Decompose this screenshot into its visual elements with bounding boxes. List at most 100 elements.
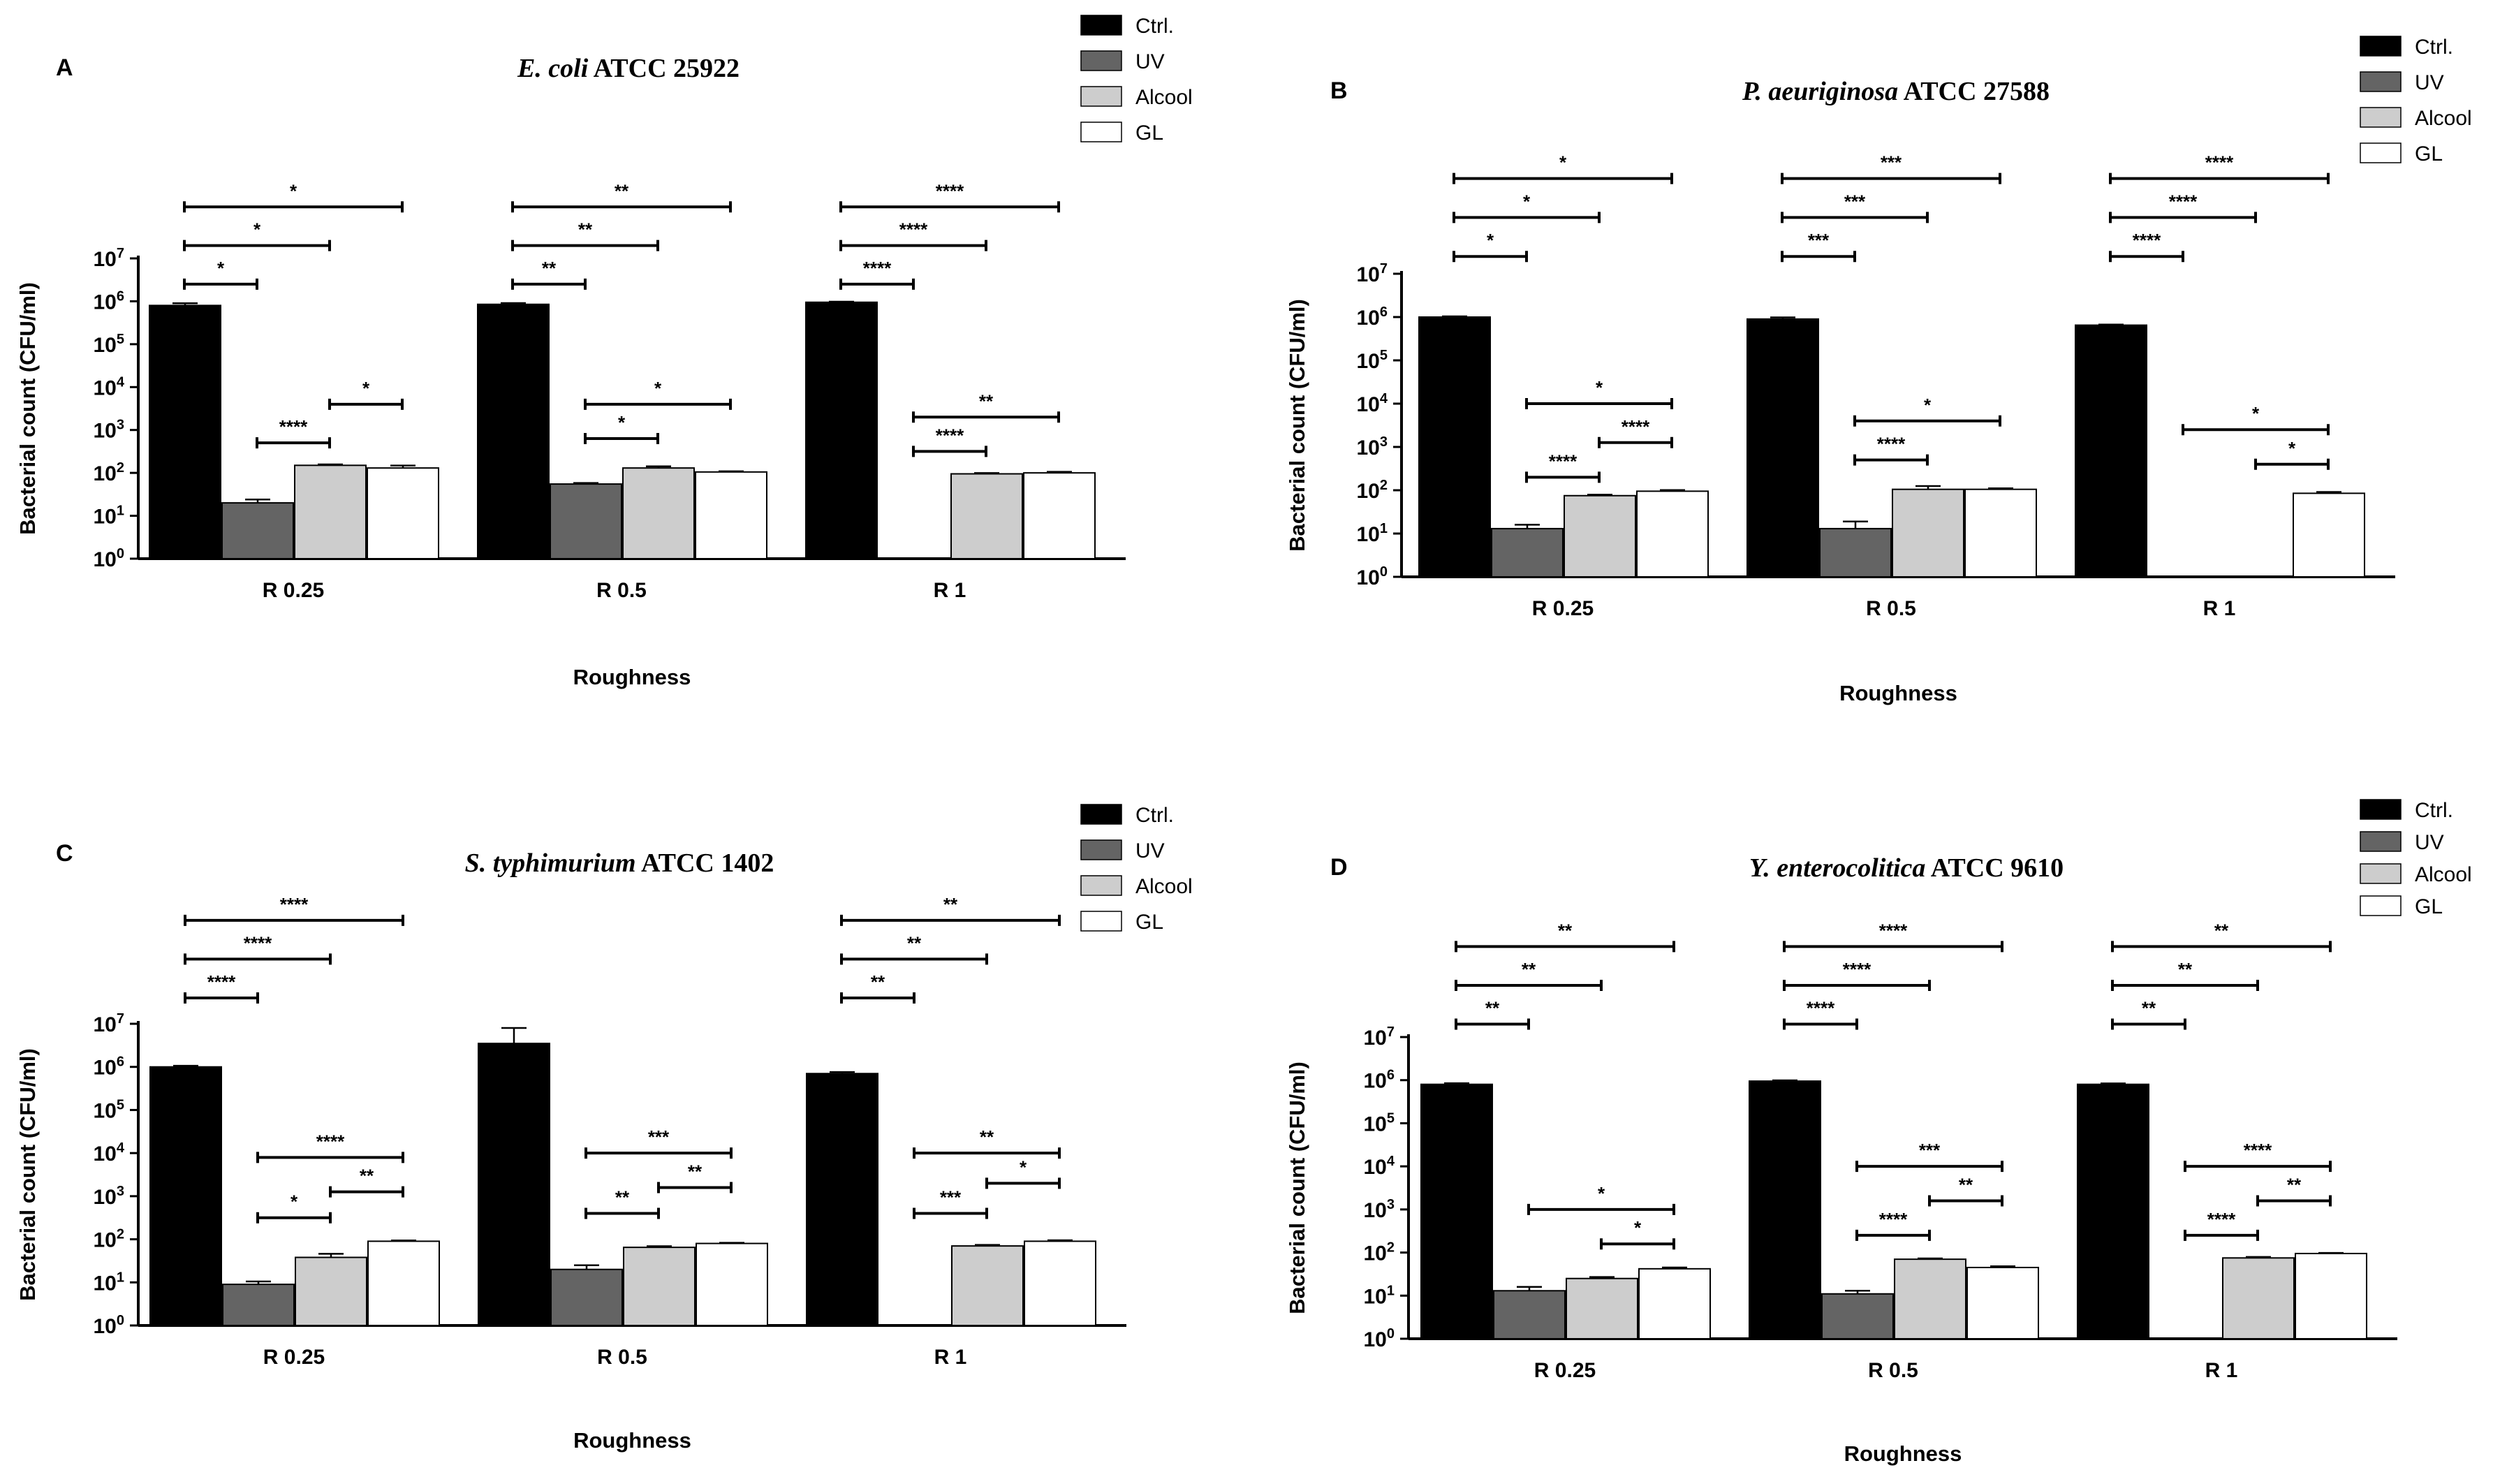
panel-a-significance-bracket-0 — [183, 278, 258, 290]
panel-d-y-tick-label-6: 106 — [1364, 1068, 1395, 1093]
panel-c-significance-label-0: **** — [207, 971, 236, 992]
panel-c-y-tick-label-5: 105 — [94, 1097, 125, 1122]
panel-b-significance-label-0: * — [1487, 230, 1494, 251]
panel-b-bar-r-0-5-ctrl — [1746, 318, 1819, 578]
panel-d-bar-r-0-5-gl — [1966, 1266, 2039, 1339]
panel-c-error-bar-r-0-25-ctrl — [173, 1064, 198, 1067]
panel-d-significance-label-7: **** — [1879, 920, 1908, 941]
panel-a-letter: A — [56, 54, 73, 81]
panel-b-significance-bracket-15 — [2254, 458, 2330, 470]
panel-b-error-bar-r-0-5-gl — [1988, 487, 2013, 490]
panel-a-y-tick-label-1: 101 — [94, 504, 125, 529]
panel-a-significance-label-5: ** — [542, 258, 557, 279]
panel-a-y-axis-title: Bacterial count (CFU/ml) — [15, 282, 40, 535]
panel-b-y-tick-label-1: 101 — [1357, 521, 1388, 546]
panel-c-error-bar-r-0-5-alcool — [647, 1245, 672, 1248]
panel-b-significance-bracket-11 — [2109, 251, 2184, 263]
panel-b-y-axis-title: Bacterial count (CFU/ml) — [1285, 299, 1309, 552]
panel-b-bar-r-0-25-uv — [1491, 527, 1564, 578]
panel-a-significance-label-3: * — [362, 378, 370, 399]
panel-c-error-bar-r-1-alcool — [975, 1244, 1000, 1247]
panel-d-significance-label-13: ** — [2214, 920, 2229, 941]
panel-b-legend-label-ctrl: Ctrl. — [2415, 36, 2453, 59]
panel-b-bar-r-0-5-alcool — [1892, 488, 1964, 578]
panel-b-significance-bracket-10 — [1853, 454, 1929, 466]
panel-a-x-axis-title: Roughness — [573, 665, 691, 689]
panel-a-y-tick-label-5: 105 — [94, 332, 125, 357]
panel-c-significance-bracket-5 — [256, 1212, 332, 1224]
panel-c-legend-label-alcool: Alcool — [1135, 875, 1193, 898]
panel-b-significance-label-7: *** — [1844, 191, 1866, 212]
panel-b-category-label-r-0-5: R 0.5 — [1866, 597, 1916, 620]
panel-c-y-tick-label-7: 107 — [94, 1011, 125, 1036]
panel-b-y-tick-label-4: 104 — [1357, 391, 1388, 416]
panel-a-bar-r-0-25-gl — [367, 467, 439, 560]
panel-a-significance-bracket-10 — [839, 278, 915, 290]
panel-d-significance-bracket-5 — [1783, 1018, 1858, 1030]
panel-b-bar-r-0-25-alcool — [1564, 494, 1636, 578]
panel-b-bar-r-1-gl — [2293, 492, 2365, 578]
panel-a-bar-r-0-25-uv — [221, 502, 294, 560]
panel-a-significance-bracket-4 — [256, 437, 331, 449]
panel-b-y-tick-label-0: 100 — [1357, 564, 1388, 589]
panel-c-error-bar-r-0-25-uv — [246, 1280, 271, 1285]
panel-c-significance-bracket-9 — [840, 992, 915, 1004]
panel-c-significance-bracket-11 — [840, 914, 1061, 926]
panel-d-legend-swatch-uv — [2360, 831, 2402, 852]
panel-b-error-bar-r-0-5-alcool — [1915, 485, 1941, 490]
panel-a-category-label-r-0-25: R 0.25 — [263, 579, 324, 602]
panel-b-y-tick-label-7: 107 — [1357, 261, 1388, 286]
panel-d-significance-label-9: ** — [1959, 1175, 1973, 1196]
panel-d-significance-bracket-11 — [2111, 1018, 2186, 1030]
panel-a-bar-r-0-5-ctrl — [477, 303, 550, 559]
panel-c-bar-r-0-25-ctrl — [149, 1066, 222, 1326]
panel-c-significance-label-4: ** — [360, 1166, 374, 1187]
panel-a-significance-bracket-8 — [584, 398, 732, 410]
panel-d-category-label-r-0-25: R 0.25 — [1534, 1359, 1596, 1382]
panel-c-legend-swatch-uv — [1080, 839, 1122, 860]
panel-d-significance-label-2: ** — [1558, 920, 1573, 941]
panel-d-y-tick-label-5: 105 — [1364, 1110, 1395, 1136]
panel-d-y-tick-label-0: 100 — [1364, 1326, 1395, 1351]
panel-b-error-bar-r-1-gl — [2316, 491, 2341, 494]
panel-d-error-bar-r-1-ctrl — [2101, 1082, 2126, 1085]
panel-b-legend-swatch-ctrl — [2360, 36, 2402, 57]
panel-a-y-tick-label-2: 102 — [94, 460, 125, 485]
panel-d-bar-r-0-5-ctrl — [1749, 1080, 1821, 1340]
panel-b-bar-r-1-ctrl — [2075, 324, 2147, 578]
panel-a-error-bar-r-0-5-alcool — [646, 465, 671, 469]
panel-c-bar-r-1-ctrl — [806, 1073, 878, 1326]
panel-c-error-bar-r-1-ctrl — [830, 1071, 855, 1074]
panel-c-y-tick-label-3: 103 — [94, 1184, 125, 1209]
panel-a-legend-swatch-uv — [1080, 50, 1122, 71]
panel-a-significance-label-8: * — [654, 378, 662, 399]
panel-d-error-bar-r-0-5-uv — [1845, 1290, 1870, 1294]
panel-a-significance-label-9: * — [618, 412, 626, 433]
panel-d-legend-swatch-alcool — [2360, 863, 2402, 884]
panel-b-significance-bracket-12 — [2109, 212, 2257, 223]
panel-b-significance-label-11: **** — [2133, 230, 2161, 251]
panel-a-significance-bracket-11 — [839, 240, 987, 251]
panel-b-significance-label-9: * — [1924, 395, 1932, 416]
panel-a-bar-r-1-ctrl — [805, 301, 878, 559]
panel-c-significance-label-7: ** — [688, 1161, 703, 1182]
panel-b-significance-label-4: **** — [1621, 416, 1650, 437]
panel-d-letter: D — [1330, 854, 1348, 881]
panel-c-legend-swatch-alcool — [1080, 875, 1122, 896]
panel-d-significance-label-6: **** — [1843, 959, 1871, 980]
panel-b-error-bar-r-0-25-uv — [1515, 524, 1540, 529]
panel-b-significance-label-13: **** — [2205, 152, 2234, 173]
panel-a-bar-r-0-25-alcool — [294, 464, 367, 559]
panel-c-legend-swatch-ctrl — [1080, 804, 1122, 825]
panel-a-significance-label-13: ** — [979, 390, 994, 411]
panel-d-significance-label-4: * — [1634, 1217, 1642, 1238]
panel-d-significance-label-14: **** — [2244, 1140, 2272, 1161]
panel-a-bar-r-1-gl — [1023, 472, 1096, 560]
panel-c-y-tick-label-0: 100 — [94, 1313, 125, 1338]
panel-c-legend-label-gl: GL — [1135, 911, 1163, 934]
panel-b-title: P. aeuriginosa ATCC 27588 — [1742, 77, 2050, 106]
panel-d-significance-label-12: ** — [2178, 959, 2193, 980]
panel-d-significance-bracket-9 — [1928, 1195, 2003, 1207]
panel-b-bar-r-0-25-ctrl — [1418, 316, 1491, 578]
